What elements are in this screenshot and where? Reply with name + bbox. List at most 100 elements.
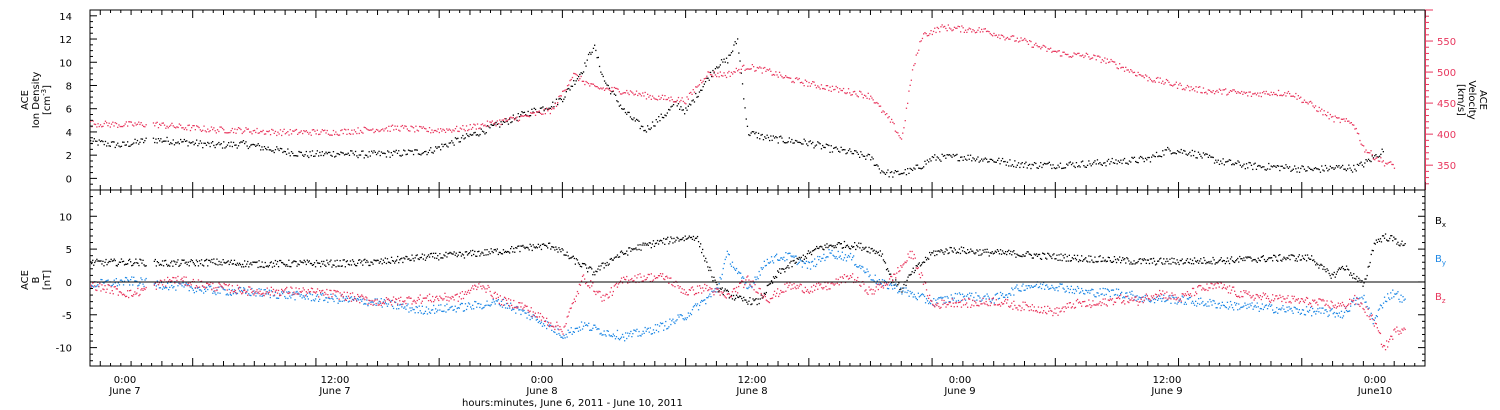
by-point [429,312,432,314]
density-point [1163,154,1165,156]
density-point [446,145,448,147]
by-point [582,325,585,327]
bx-point [669,241,671,243]
velocity-point [923,33,925,35]
bx-point [639,244,641,246]
density-point [108,145,110,147]
by-point [833,255,835,257]
velocity-point [276,134,278,137]
by-point [1183,303,1185,305]
by-point [268,289,270,291]
density-point [914,168,916,170]
velocity-point [544,113,546,115]
velocity-point [813,81,815,83]
velocity-point [928,34,930,37]
velocity-point [1359,139,1361,142]
by-point [658,325,661,327]
bz-point [343,291,345,293]
bx-point [411,254,413,256]
by-point [381,306,383,308]
bx-point [113,258,115,260]
density-point [1176,150,1179,152]
density-point [293,155,295,157]
velocity-point [1089,58,1091,60]
velocity-point [335,131,337,133]
by-point [991,299,993,301]
bx-point [742,300,744,302]
by-point [166,287,168,289]
bx-point [143,264,145,266]
by-point [1089,292,1091,294]
by-point [1048,288,1050,290]
velocity-point [1048,48,1050,50]
velocity-point [737,70,739,72]
by-point [1288,306,1290,308]
velocity-point [709,73,712,76]
density-point [274,149,277,151]
velocity-point [1137,71,1139,74]
velocity-point [1172,85,1174,87]
by-point [1224,306,1226,308]
bx-point [1162,263,1164,265]
bx-point [862,246,864,249]
density-point [534,108,537,111]
bx-point [1313,259,1315,261]
bx-point [677,237,679,240]
velocity-point [914,63,916,65]
velocity-point [431,129,433,131]
density-point [163,140,166,142]
velocity-point [1063,51,1065,53]
density-point [395,149,397,151]
bx-point [836,243,838,246]
bz-point [129,290,131,292]
velocity-point [1151,80,1153,82]
bx-point [634,248,636,250]
by-point [902,290,904,292]
by-point [409,307,411,309]
by-point [175,289,177,291]
bx-point [643,244,645,246]
density-point [1074,166,1076,169]
density-point [773,137,776,139]
bx-point [208,259,210,261]
velocity-point [268,130,270,132]
bx-point [922,261,925,263]
bx-point [765,291,767,294]
bz-point [444,292,446,294]
bx-point [1141,258,1143,260]
bx-point [407,258,409,260]
bz-point [259,290,261,292]
velocity-point [1228,91,1230,93]
velocity-point [1110,58,1112,61]
density-point [1090,165,1092,167]
by-point [441,310,443,312]
bx-point [257,266,259,269]
density-point [123,141,125,143]
velocity-point [979,31,981,33]
bx-point [1204,259,1206,262]
velocity-point [1302,101,1304,103]
velocity-point [1382,160,1384,162]
bx-point [513,247,515,250]
density-point [831,151,834,153]
by-point [857,266,859,268]
bx-point [595,270,597,272]
by-point [525,312,527,314]
density-point [1148,156,1150,159]
velocity-point [131,124,134,126]
velocity-point [337,134,339,136]
bx-point [251,264,253,266]
bx-point [674,241,676,243]
density-point [1335,165,1338,167]
bx-point [1203,257,1205,259]
bx-point [324,264,326,266]
by-point [665,320,667,323]
velocity-point [167,127,169,129]
bx-point [633,248,635,250]
bx-point [233,259,236,261]
bx-point [874,252,876,255]
velocity-point [1162,80,1164,82]
by-point [511,309,513,311]
bz-point [128,296,130,299]
density-point [141,138,144,140]
